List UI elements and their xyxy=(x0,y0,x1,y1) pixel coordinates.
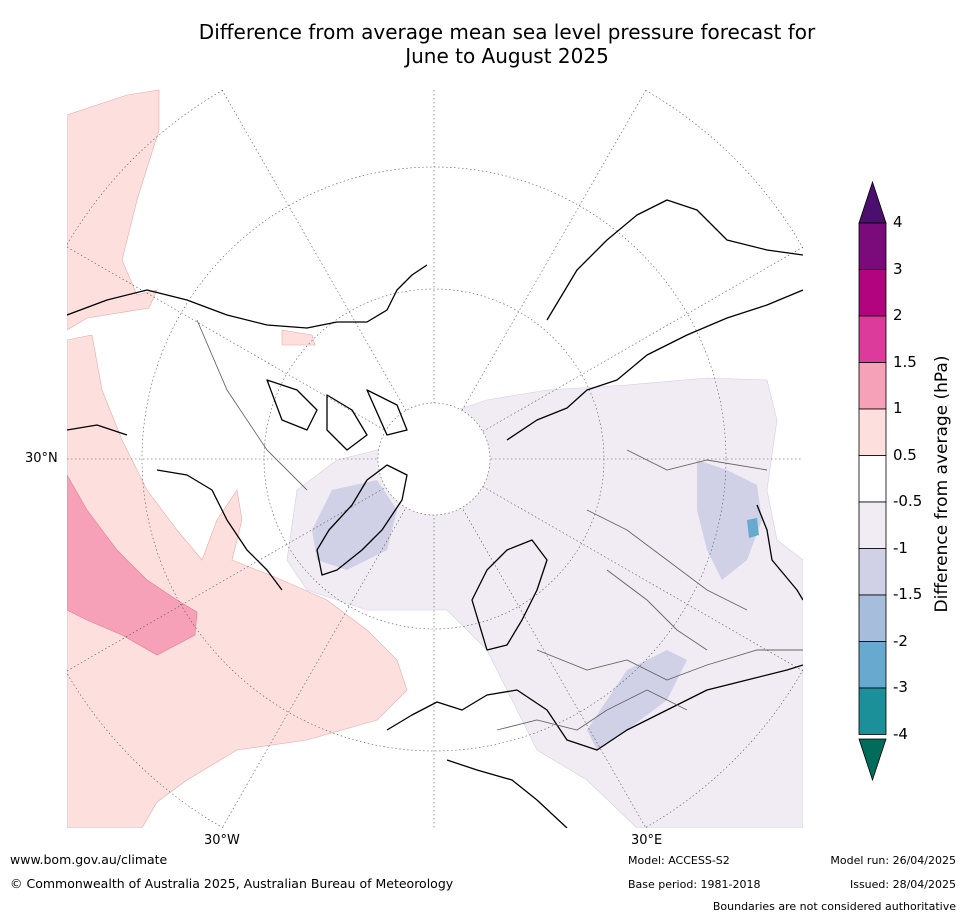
colorbar-band xyxy=(858,687,887,735)
colorbar-min-extend xyxy=(858,738,887,782)
colorbar-tick-label: 1.5 xyxy=(893,352,917,371)
colorbar-tick-label: 2 xyxy=(893,306,903,324)
footer-issued: Issued: 28/04/2025 xyxy=(849,878,956,891)
footer-website: www.bom.gov.au/climate xyxy=(10,852,168,867)
colorbar-tick-label: -4 xyxy=(893,724,908,743)
pressure-anomaly-map xyxy=(67,90,803,828)
europe-coast xyxy=(386,664,803,828)
strong-positive-anomaly-area xyxy=(67,474,198,656)
moderate-negative-anomaly-area xyxy=(697,460,762,580)
title-line-2: June to August 2025 xyxy=(405,44,609,68)
russia-east-coast xyxy=(756,504,803,601)
north-america-coast xyxy=(67,264,428,591)
footer-copyright: © Commonwealth of Australia 2025, Austra… xyxy=(10,876,454,891)
footer-disclaimer: Boundaries are not considered authoritat… xyxy=(712,900,956,913)
colorbar-max-extend xyxy=(858,180,887,224)
colorbar-tick-label: 4 xyxy=(893,213,903,231)
greenland-coast xyxy=(316,464,408,576)
lon-label-30w: 30°W xyxy=(204,833,240,848)
colorbar-band xyxy=(858,501,887,549)
positive-anomaly-area xyxy=(67,334,408,828)
lon-label-30e: 30°E xyxy=(631,833,663,848)
colorbar-tick-label: -0.5 xyxy=(893,492,923,510)
strong-negative-anomaly-area xyxy=(747,518,759,538)
colorbar-band xyxy=(858,315,887,363)
footer-base-period: Base period: 1981-2018 xyxy=(628,878,761,891)
colorbar-band xyxy=(858,222,887,270)
lat-label-30n: 30°N xyxy=(25,451,58,466)
colorbar-tick-label: 0.5 xyxy=(893,445,917,464)
colorbar-band xyxy=(858,455,887,503)
colorbar-band xyxy=(858,362,887,410)
colorbar-tick-label: 3 xyxy=(893,259,903,278)
moderate-negative-anomaly-area xyxy=(587,650,687,750)
scandinavia-coast xyxy=(471,539,548,651)
footer-model: Model: ACCESS-S2 xyxy=(628,854,730,867)
colorbar-tick-label: -1.5 xyxy=(893,585,923,603)
map-title: Difference from average mean sea level p… xyxy=(0,20,965,68)
colorbar-band xyxy=(858,641,887,689)
country-boundaries xyxy=(196,319,803,731)
coastlines xyxy=(67,199,803,828)
positive-anomaly-area xyxy=(67,90,160,331)
colorbar-title: Difference from average (hPa) xyxy=(932,355,952,613)
colorbar-band xyxy=(858,594,887,642)
arctic-islands-coast xyxy=(266,379,408,451)
title-line-1: Difference from average mean sea level p… xyxy=(198,20,816,44)
colorbar-tick-label: 1 xyxy=(893,399,903,417)
positive-anomaly-area xyxy=(281,329,316,346)
moderate-negative-anomaly-area xyxy=(312,480,397,570)
colorbar-tick-label: -1 xyxy=(893,538,908,557)
colorbar xyxy=(858,180,887,782)
colorbar-band xyxy=(858,269,887,317)
colorbar-tick-label: -2 xyxy=(893,631,908,650)
colorbar-tick-label: -3 xyxy=(893,678,908,696)
footer-model-run: Model run: 26/04/2025 xyxy=(830,854,956,867)
colorbar-band xyxy=(858,408,887,456)
eurasia-north-coast xyxy=(506,199,803,441)
map-canvas xyxy=(67,90,803,828)
colorbar-bands xyxy=(858,222,887,735)
colorbar-band xyxy=(858,548,887,596)
